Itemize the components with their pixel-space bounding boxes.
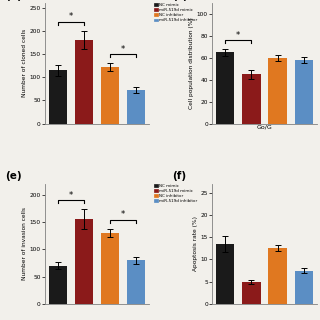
Text: *: * — [69, 191, 73, 200]
Legend: NC mimic, miR-519d mimic, NC inhibitor, miR-519d inhibitor: NC mimic, miR-519d mimic, NC inhibitor, … — [154, 3, 198, 23]
Y-axis label: Apoptosis rate (%): Apoptosis rate (%) — [193, 216, 198, 271]
Bar — [268, 248, 287, 304]
Text: *: * — [236, 30, 240, 39]
Y-axis label: Number of invasion cells: Number of invasion cells — [22, 207, 27, 280]
Text: *: * — [69, 12, 73, 21]
Y-axis label: Cell population distribution (%): Cell population distribution (%) — [189, 18, 194, 109]
Bar — [216, 244, 235, 304]
Text: (e): (e) — [5, 171, 22, 181]
Text: (c): (c) — [172, 0, 188, 1]
Bar — [242, 74, 260, 124]
Bar — [127, 90, 146, 124]
Bar — [101, 233, 119, 304]
Bar — [75, 40, 93, 124]
X-axis label: Go/G: Go/G — [257, 125, 272, 130]
Legend: NC mimic, miR-519d mimic, NC inhibitor, miR-519d inhibitor: NC mimic, miR-519d mimic, NC inhibitor, … — [154, 183, 198, 203]
Y-axis label: Number of cloned cells: Number of cloned cells — [22, 29, 27, 98]
Text: (b): (b) — [5, 0, 22, 1]
Text: *: * — [121, 45, 125, 54]
Bar — [242, 282, 260, 304]
Bar — [101, 67, 119, 124]
Bar — [216, 52, 235, 124]
Bar — [49, 266, 67, 304]
Text: *: * — [121, 210, 125, 219]
Bar — [268, 58, 287, 124]
Bar — [49, 70, 67, 124]
Bar — [295, 60, 313, 124]
Bar — [75, 219, 93, 304]
Bar — [127, 260, 146, 304]
Text: (f): (f) — [172, 171, 187, 181]
Bar — [295, 271, 313, 304]
